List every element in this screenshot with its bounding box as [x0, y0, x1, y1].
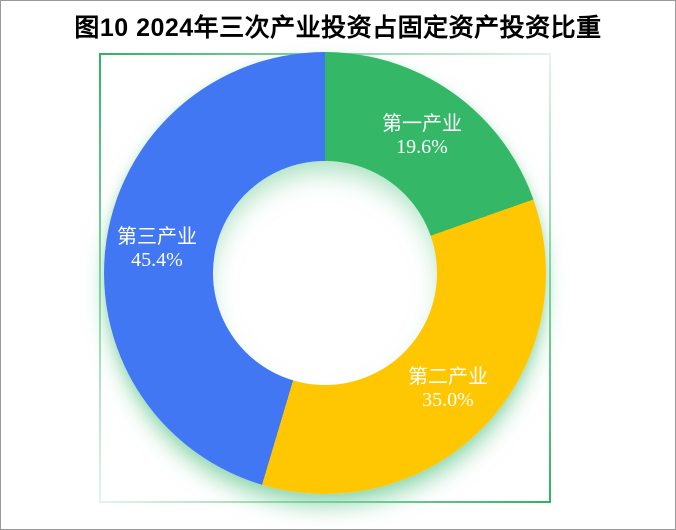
slice-label-secondary-percent: 35.0% — [422, 389, 474, 411]
slice-label-secondary-name: 第二产业 — [408, 366, 488, 388]
slice-label-tertiary-percent: 45.4% — [131, 249, 183, 271]
donut-hole — [213, 161, 437, 385]
slice-label-tertiary-industry: 第三产业 45.4% — [117, 226, 197, 272]
slice-label-primary-name: 第一产业 — [382, 113, 462, 135]
slice-label-tertiary-name: 第三产业 — [117, 226, 197, 248]
slice-label-secondary-industry: 第二产业 35.0% — [408, 366, 488, 412]
slice-label-primary-industry: 第一产业 19.6% — [382, 113, 462, 159]
slice-label-primary-percent: 19.6% — [396, 136, 448, 158]
chart-title: 图10 2024年三次产业投资占固定资产投资比重 — [74, 14, 602, 42]
